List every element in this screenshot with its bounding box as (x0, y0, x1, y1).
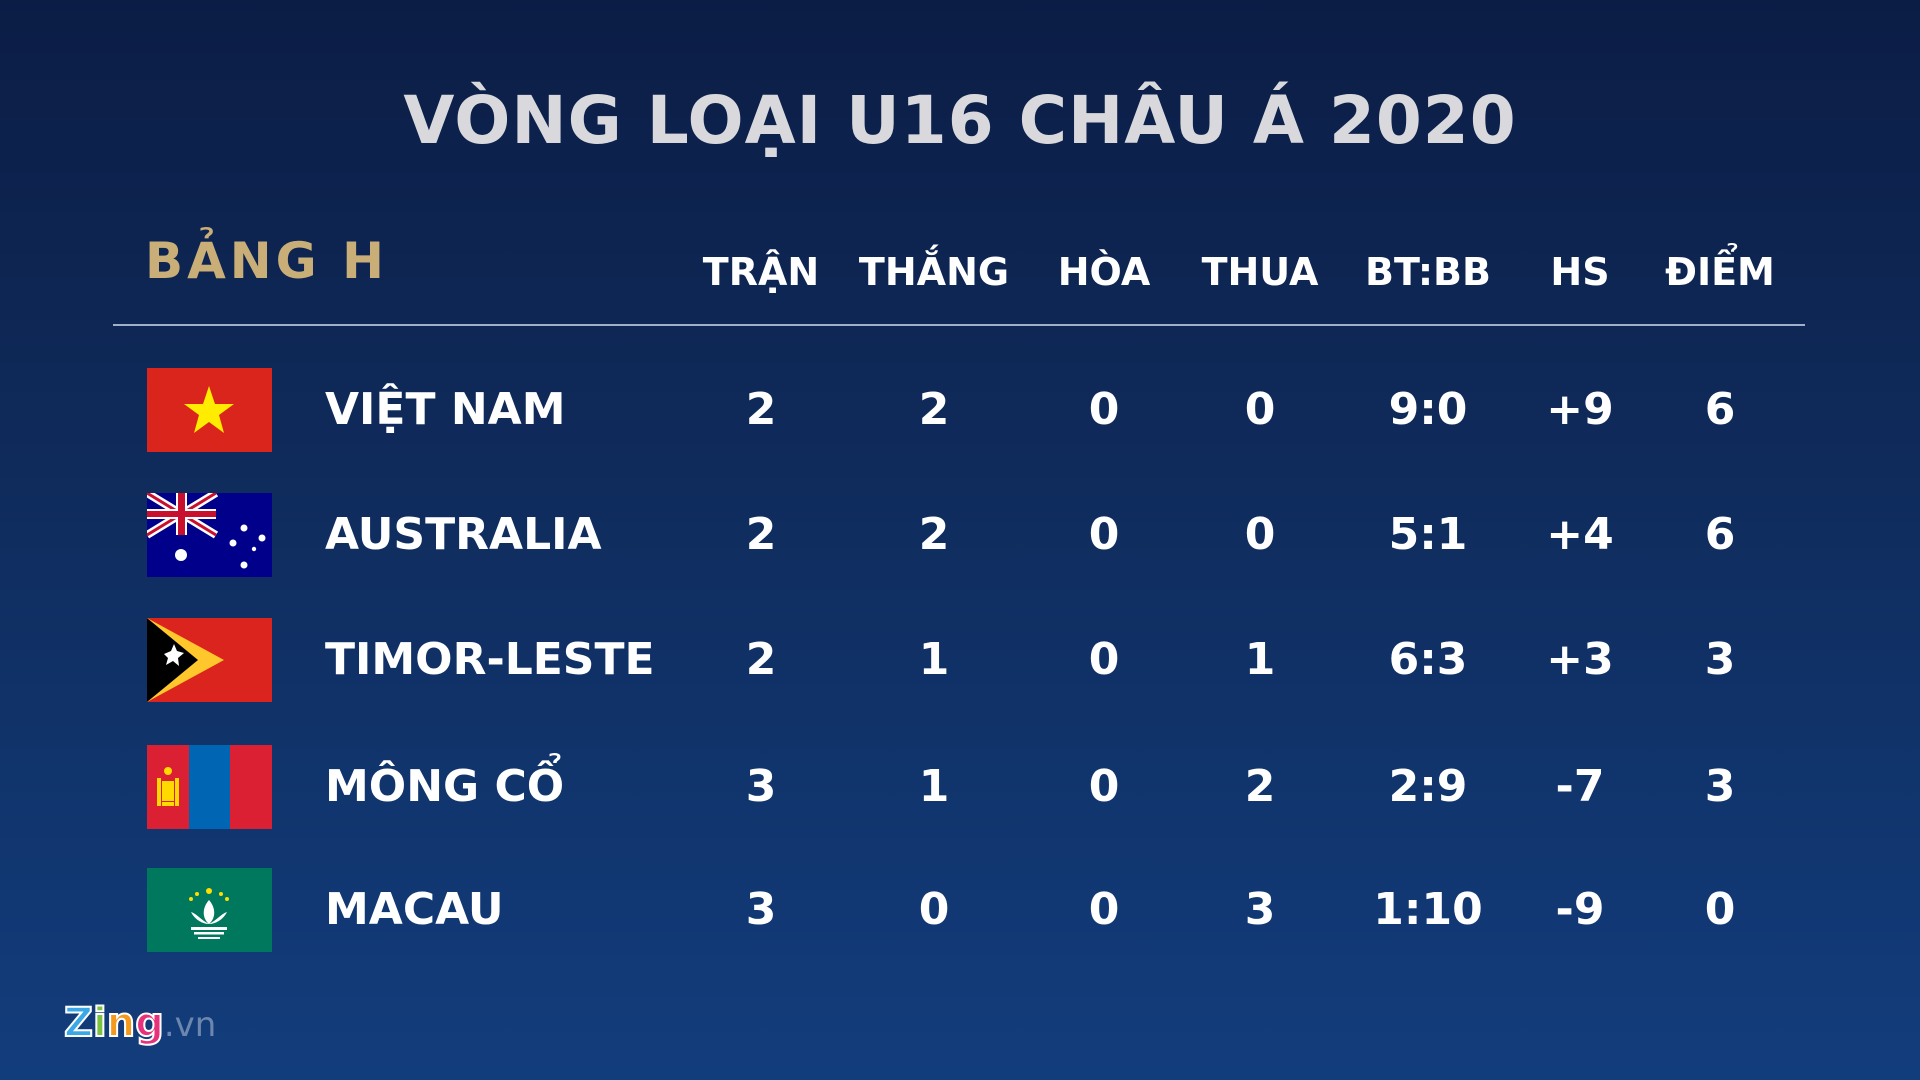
stat-cell: 3 (1704, 761, 1736, 812)
stat-cell: 2 (1244, 761, 1276, 812)
table-row: MACAU 3 0 0 3 1:10 -9 0 (0, 868, 1920, 954)
team-name: TIMOR-LESTE (325, 634, 655, 685)
stat-cell: 0 (1088, 384, 1120, 435)
table-row: VIỆT NAM 2 2 0 0 9:0 +9 6 (0, 368, 1920, 454)
vietnam-flag (147, 368, 272, 452)
team-name: AUSTRALIA (325, 509, 602, 560)
header-divider (113, 324, 1805, 326)
stat-cell: 9:0 (1388, 384, 1468, 435)
stat-cell: 1:10 (1373, 884, 1483, 935)
stat-cell: 6 (1704, 509, 1736, 560)
stat-cell: 0 (1088, 761, 1120, 812)
logo-suffix: .vn (163, 1005, 217, 1045)
stat-cell: 3 (1704, 634, 1736, 685)
table-row: AUSTRALIA 2 2 0 0 5:1 +4 6 (0, 493, 1920, 579)
stat-cell: 2:9 (1388, 761, 1468, 812)
group-label: BẢNG H (145, 232, 388, 290)
stat-cell: 5:1 (1388, 509, 1468, 560)
stat-cell: 2 (918, 384, 950, 435)
timor-leste-flag (147, 618, 272, 702)
stat-cell: 6 (1704, 384, 1736, 435)
column-header: THẮNG (858, 250, 1010, 294)
column-header: BT:BB (1365, 250, 1491, 294)
stat-cell: -9 (1555, 884, 1605, 935)
column-header: ĐIỂM (1665, 250, 1775, 294)
macau-flag (147, 868, 272, 952)
stat-cell: 2 (745, 509, 777, 560)
column-header: HS (1550, 250, 1610, 294)
column-header: TRẬN (702, 250, 820, 294)
stat-cell: 0 (1244, 384, 1276, 435)
stat-cell: 3 (1244, 884, 1276, 935)
page-title: VÒNG LOẠI U16 CHÂU Á 2020 (403, 82, 1517, 159)
stat-cell: 2 (745, 634, 777, 685)
stat-cell: 0 (1088, 509, 1120, 560)
stat-cell: 1 (918, 761, 950, 812)
team-name: MÔNG CỔ (325, 761, 565, 812)
stat-cell: +4 (1546, 509, 1614, 560)
stat-cell: 0 (1088, 884, 1120, 935)
column-header: HÒA (1057, 250, 1151, 294)
australia-flag (147, 493, 272, 577)
stat-cell: 1 (918, 634, 950, 685)
stat-cell: -7 (1555, 761, 1605, 812)
mongolia-flag (147, 745, 272, 829)
stat-cell: 1 (1244, 634, 1276, 685)
table-row: MÔNG CỔ 3 1 0 2 2:9 -7 3 (0, 745, 1920, 831)
zing-logo: Zing.vn (63, 999, 217, 1047)
stat-cell: 0 (918, 884, 950, 935)
stat-cell: +9 (1546, 384, 1614, 435)
stat-cell: 0 (1244, 509, 1276, 560)
stat-cell: 0 (1704, 884, 1736, 935)
stat-cell: 3 (745, 884, 777, 935)
stat-cell: 6:3 (1388, 634, 1468, 685)
stat-cell: 2 (918, 509, 950, 560)
stat-cell: +3 (1546, 634, 1614, 685)
stat-cell: 0 (1088, 634, 1120, 685)
stat-cell: 3 (745, 761, 777, 812)
team-name: MACAU (325, 884, 504, 935)
column-header: THUA (1201, 250, 1319, 294)
team-name: VIỆT NAM (325, 384, 566, 435)
stat-cell: 2 (745, 384, 777, 435)
table-row: TIMOR-LESTE 2 1 0 1 6:3 +3 3 (0, 618, 1920, 704)
